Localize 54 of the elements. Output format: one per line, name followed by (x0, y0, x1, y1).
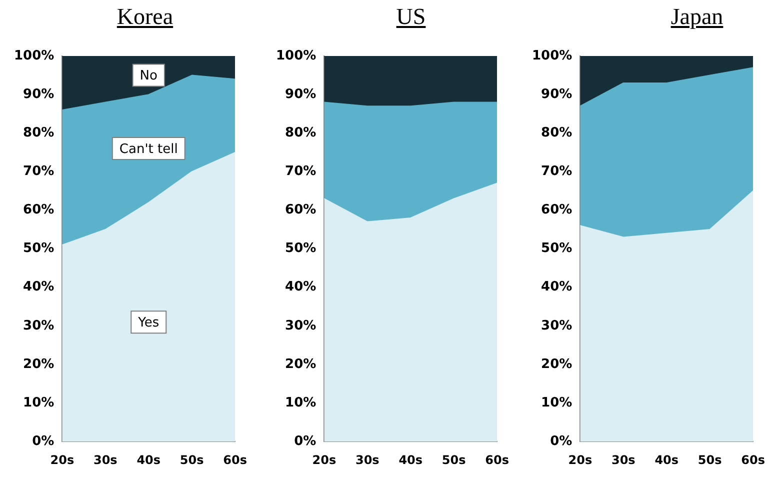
x-tick-label: 60s (741, 452, 765, 467)
y-tick-label: 40% (285, 280, 316, 295)
y-tick-label: 30% (285, 318, 316, 334)
y-tick-label: 70% (285, 164, 316, 180)
x-tick-label: 20s (312, 452, 336, 467)
x-tick-label: 30s (355, 452, 380, 467)
y-tick-label: 100% (14, 48, 54, 64)
x-tick-label: 60s (223, 452, 247, 467)
y-tick-label: 80% (285, 125, 316, 140)
y-tick-label: 70% (23, 164, 54, 180)
y-tick-label: 20% (541, 356, 572, 372)
x-tick-label: 20s (568, 452, 592, 467)
y-tick-label: 50% (285, 241, 316, 256)
x-tick-label: 40s (136, 452, 161, 467)
y-tick-label: 30% (23, 318, 54, 334)
y-tick-label: 50% (23, 241, 54, 256)
x-tick-label: 50s (698, 452, 722, 467)
series-label: No (140, 68, 158, 84)
series-label: Can't tell (119, 142, 178, 157)
x-tick-label: 40s (398, 452, 423, 467)
y-tick-label: 40% (23, 280, 54, 295)
y-tick-label: 90% (541, 86, 572, 102)
y-tick-label: 10% (541, 395, 572, 410)
y-tick-label: 80% (541, 125, 572, 140)
x-tick-label: 40s (654, 452, 679, 467)
y-tick-label: 0% (294, 434, 316, 449)
y-tick-label: 0% (32, 434, 54, 449)
y-tick-label: 60% (285, 202, 316, 218)
y-tick-label: 10% (23, 395, 54, 410)
y-tick-label: 90% (23, 86, 54, 102)
y-tick-label: 0% (550, 434, 572, 449)
series-label: Yes (137, 315, 160, 330)
y-tick-label: 70% (541, 164, 572, 180)
y-tick-label: 100% (276, 48, 316, 64)
y-tick-label: 60% (541, 202, 572, 218)
y-tick-label: 20% (23, 356, 54, 372)
chart-title: Japan (670, 4, 724, 30)
y-tick-label: 30% (541, 318, 572, 334)
y-tick-label: 40% (541, 280, 572, 295)
y-tick-label: 10% (285, 395, 316, 410)
y-tick-label: 60% (23, 202, 54, 218)
y-tick-label: 20% (285, 356, 316, 372)
chart-title: US (395, 4, 427, 30)
y-tick-label: 90% (285, 86, 316, 102)
x-tick-label: 60s (485, 452, 509, 467)
y-tick-label: 100% (532, 48, 572, 64)
x-tick-label: 20s (50, 452, 74, 467)
y-tick-label: 80% (23, 125, 54, 140)
chart-title: Korea (116, 4, 174, 30)
x-tick-label: 30s (611, 452, 636, 467)
y-tick-label: 50% (541, 241, 572, 256)
x-tick-label: 50s (180, 452, 204, 467)
x-tick-label: 50s (442, 452, 466, 467)
x-tick-label: 30s (93, 452, 118, 467)
